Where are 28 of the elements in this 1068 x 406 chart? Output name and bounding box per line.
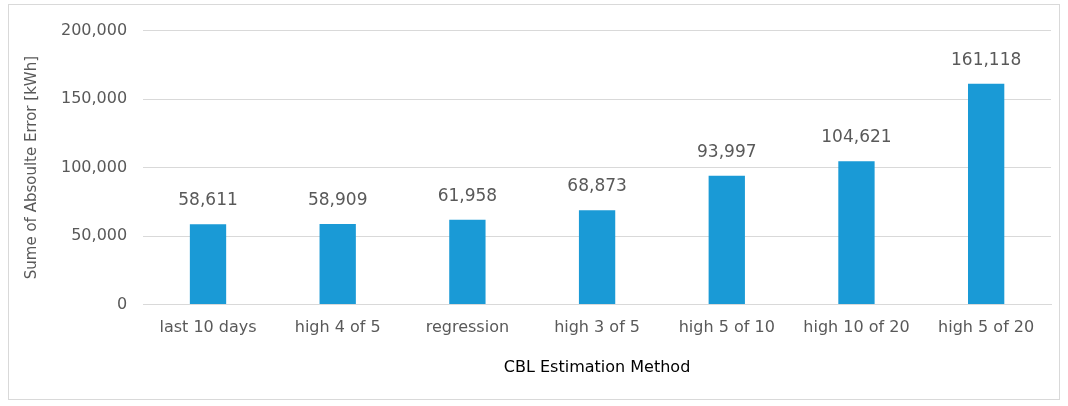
y-tick-label: 0 (116, 293, 128, 313)
x-tick-label: high 10 of 20 (803, 317, 910, 337)
x-axis-title: CBL Estimation Method (503, 356, 691, 376)
data-label: 104,621 (821, 126, 892, 147)
y-axis-title: Sume of Absoulte Error [kWh] (21, 55, 40, 280)
x-tick-label: high 3 of 5 (554, 317, 641, 337)
bar (319, 223, 356, 305)
data-label: 93,997 (697, 140, 757, 161)
bar (708, 175, 745, 305)
data-label: 58,611 (178, 189, 238, 210)
x-tick-label: last 10 days (159, 317, 257, 337)
bar (189, 224, 227, 305)
bar (838, 161, 875, 305)
y-tick-label: 200,000 (60, 19, 128, 39)
bar (578, 210, 616, 305)
data-label: 58,909 (307, 188, 368, 209)
bar (449, 219, 486, 305)
data-label: 68,873 (567, 175, 627, 196)
data-label: 161,118 (951, 48, 1022, 69)
x-tick-label: high 5 of 10 (678, 317, 775, 337)
x-tick-label: high 5 of 20 (938, 317, 1035, 337)
x-tick-label: regression (425, 317, 510, 337)
data-label: 61,958 (437, 184, 498, 205)
y-tick-label: 50,000 (71, 225, 128, 245)
y-tick-label: 100,000 (60, 156, 128, 176)
y-tick-label: 150,000 (60, 88, 128, 108)
x-tick-label: high 4 of 5 (294, 317, 381, 337)
bar (968, 83, 1005, 305)
